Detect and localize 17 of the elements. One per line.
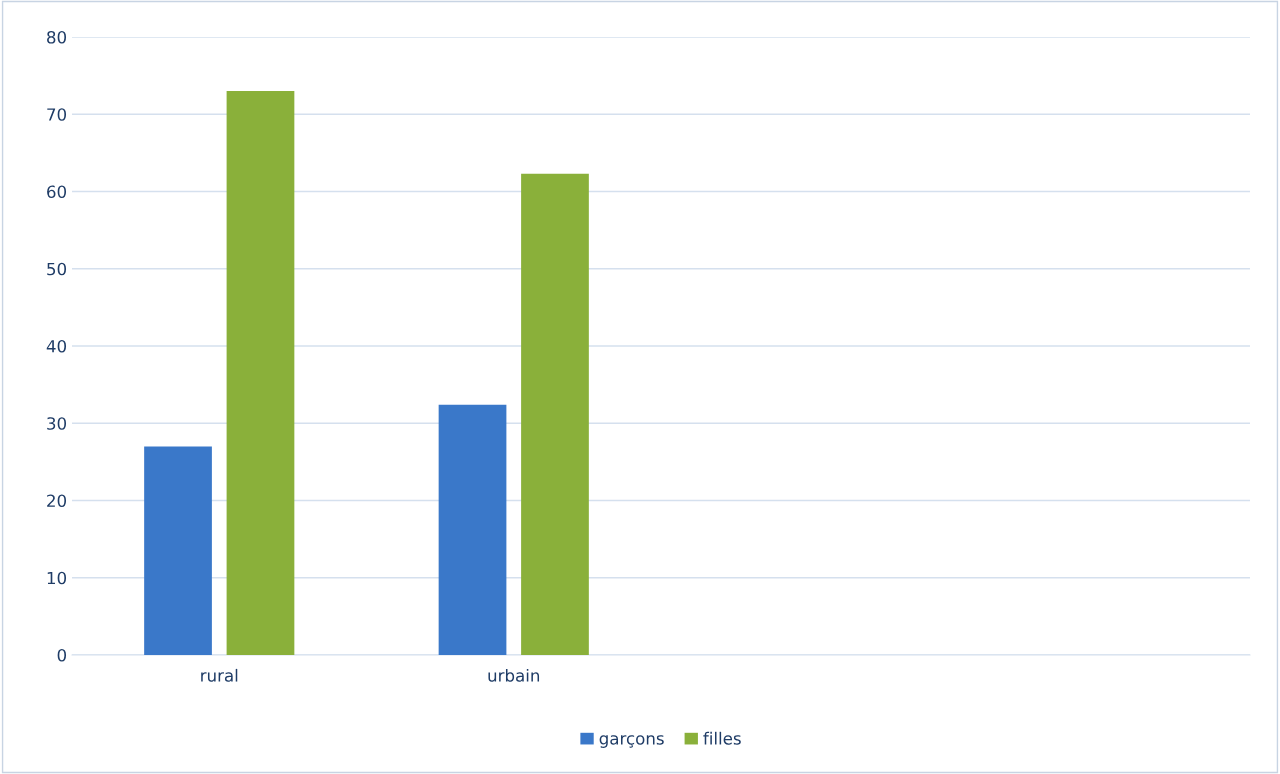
- legend-label: filles: [703, 731, 741, 745]
- y-tick-label: 10: [47, 571, 67, 585]
- bar: [521, 173, 589, 655]
- x-tick-label: urbain: [488, 668, 540, 682]
- y-tick-label: 40: [46, 339, 67, 353]
- y-tick-label: 60: [47, 185, 67, 199]
- y-tick-label: 80: [47, 30, 67, 44]
- legend-label: garçons: [599, 735, 664, 748]
- x-tick-label: rural: [201, 668, 238, 682]
- bar: [438, 404, 507, 655]
- bar: [226, 91, 295, 655]
- y-tick-label: 20: [47, 494, 67, 508]
- y-tick-label: 30: [47, 417, 67, 430]
- bar: [144, 446, 212, 655]
- y-tick-label: 0: [57, 648, 67, 662]
- y-tick-label: 50: [47, 262, 67, 276]
- y-tick-label: 70: [47, 108, 67, 121]
